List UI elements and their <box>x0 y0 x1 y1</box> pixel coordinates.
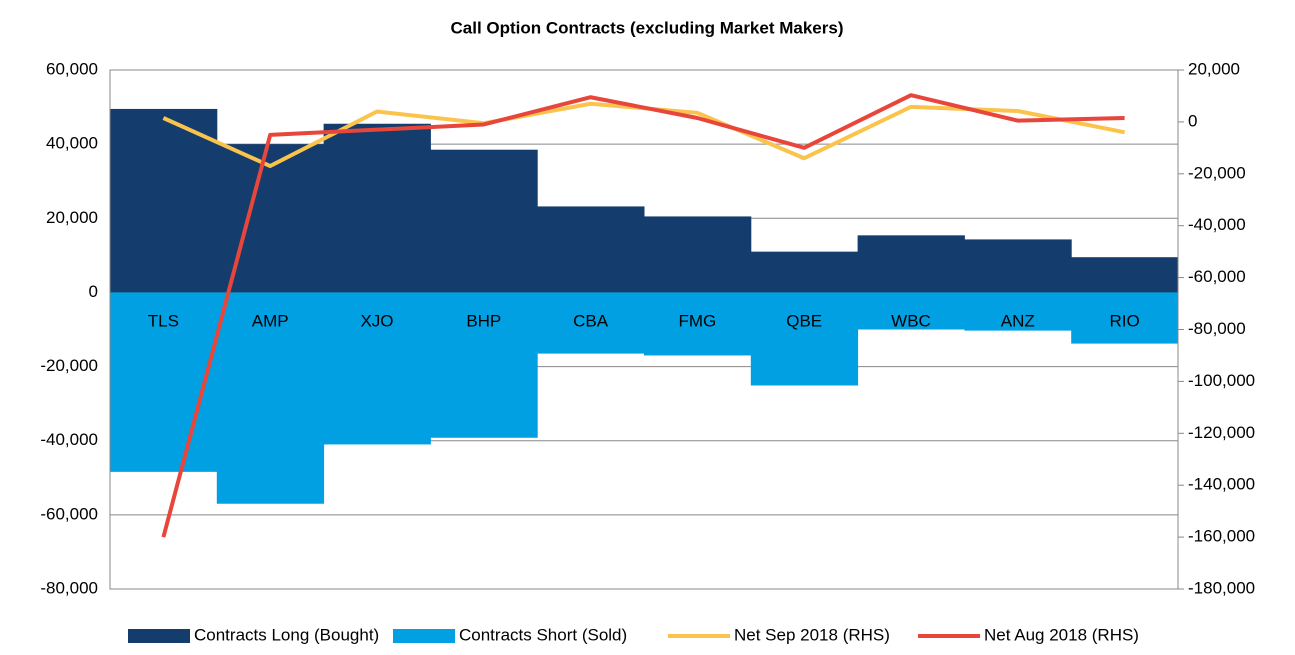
y2-tick-label: 0 <box>1188 111 1197 130</box>
y-tick-label: 0 <box>89 282 98 301</box>
legend-swatch <box>393 629 455 643</box>
bar <box>110 108 218 293</box>
x-tick-label: ANZ <box>1001 311 1035 330</box>
line <box>161 93 1125 538</box>
bar <box>750 292 859 386</box>
y2-tick-label: -100,000 <box>1188 371 1255 390</box>
y2-tick-label: -140,000 <box>1188 475 1255 494</box>
y-tick-label: -40,000 <box>40 430 98 449</box>
x-tick-label: AMP <box>252 311 289 330</box>
bar <box>857 235 965 293</box>
legend-label: Contracts Short (Sold) <box>459 625 627 644</box>
bar <box>110 292 218 472</box>
x-tick-label: QBE <box>786 311 822 330</box>
bar <box>537 206 645 293</box>
legend-label: Contracts Long (Bought) <box>194 625 379 644</box>
bar <box>964 239 1072 293</box>
x-tick-label: CBA <box>573 311 609 330</box>
x-tick-label: XJO <box>360 311 393 330</box>
y2-tick-label: -180,000 <box>1188 578 1255 597</box>
x-tick-label: TLS <box>148 311 179 330</box>
plot-border <box>109 69 1179 590</box>
x-tick-label: FMG <box>679 311 717 330</box>
bar <box>750 251 859 293</box>
bar <box>323 292 431 445</box>
y-tick-label: 40,000 <box>46 134 98 153</box>
bar <box>857 292 965 330</box>
y-tick-label: 20,000 <box>46 208 98 227</box>
y2-tick-label: -160,000 <box>1188 527 1255 546</box>
y2-tick-label: -20,000 <box>1188 163 1246 182</box>
bar <box>537 292 645 354</box>
y-tick-label: 60,000 <box>46 59 98 78</box>
y2-tick-label: -120,000 <box>1188 423 1255 442</box>
x-tick-label: WBC <box>891 311 931 330</box>
y-tick-label: -20,000 <box>40 356 98 375</box>
bar <box>430 292 538 438</box>
y-tick-label: -60,000 <box>40 504 98 523</box>
bar <box>323 123 431 293</box>
bar <box>964 292 1072 331</box>
x-tick-label: RIO <box>1109 311 1139 330</box>
legend-label: Net Aug 2018 (RHS) <box>984 625 1139 644</box>
y-tick-label: -80,000 <box>40 578 98 597</box>
y2-tick-label: -60,000 <box>1188 267 1246 286</box>
legend-label: Net Sep 2018 (RHS) <box>734 625 890 644</box>
bar <box>644 216 752 293</box>
bar <box>644 292 752 356</box>
bar <box>1071 257 1179 293</box>
bar <box>1071 292 1179 344</box>
chart-title: Call Option Contracts (excluding Market … <box>451 18 844 37</box>
bar <box>216 292 325 504</box>
legend-swatch <box>128 629 190 643</box>
y2-tick-label: -40,000 <box>1188 215 1246 234</box>
x-tick-label: BHP <box>466 311 501 330</box>
y2-tick-label: 20,000 <box>1188 59 1240 78</box>
y2-tick-label: -80,000 <box>1188 319 1246 338</box>
bar <box>430 149 538 293</box>
